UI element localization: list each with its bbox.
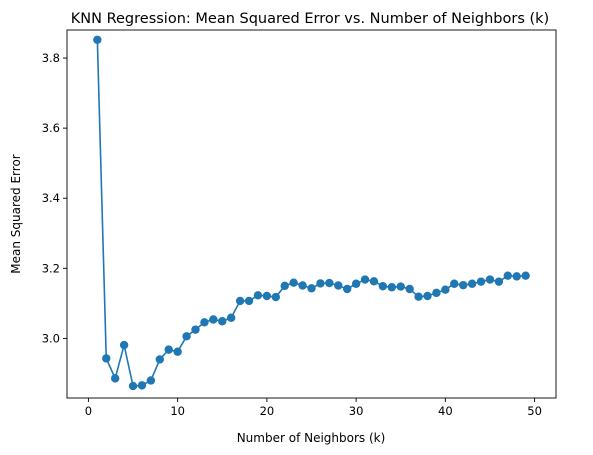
data-point-k3 [110,374,120,383]
data-point-k14 [209,315,218,324]
data-point-k37 [414,292,423,301]
data-point-k44 [476,277,486,286]
data-point-k20 [262,291,272,301]
mse-series-line [96,39,526,387]
data-point-k33 [378,281,388,291]
x-tick-label: 0 [85,404,92,418]
series-layer [93,35,530,391]
data-point-k9 [164,345,173,354]
data-point-k22 [280,281,289,291]
data-point-k40 [441,285,450,294]
data-point-k23 [289,278,298,287]
x-tick-label: 20 [260,404,275,418]
data-point-k25 [307,284,316,293]
data-point-k48 [512,272,521,281]
data-point-k12 [191,325,200,334]
data-point-k6 [137,381,147,390]
y-tick-label: 3.2 [42,261,60,275]
data-point-k24 [298,281,307,290]
data-point-k46 [494,277,504,286]
data-point-k16 [226,313,236,322]
data-point-k34 [387,283,397,292]
x-tick-label: 50 [527,404,542,418]
data-point-k5 [128,381,138,391]
y-axis: 3.0 3.2 3.4 3.6 3.8 [42,51,67,345]
data-point-k10 [173,347,182,356]
data-point-k35 [396,282,405,291]
data-point-k13 [200,318,209,327]
data-point-k47 [503,271,513,280]
data-point-k49 [521,271,530,280]
data-point-k7 [146,376,156,385]
x-axis-label: Number of Neighbors (k) [237,431,386,445]
plot-frame [66,29,557,399]
data-point-k42 [458,280,468,290]
data-point-k21 [271,292,281,302]
data-point-k26 [316,279,325,288]
data-point-k15 [218,317,227,326]
data-point-k2 [102,354,111,363]
x-tick-label: 40 [438,404,453,418]
y-tick-label: 3.0 [42,331,60,345]
x-tick-label: 30 [349,404,364,418]
data-point-k1 [93,35,102,45]
data-point-k31 [360,275,370,284]
data-point-k41 [450,279,459,288]
plot-area [66,29,557,399]
data-point-k39 [432,288,441,298]
x-axis: 0 10 20 30 40 50 [85,398,542,418]
data-point-k8 [155,355,165,364]
data-point-k17 [235,296,245,306]
y-tick-label: 3.8 [42,51,60,65]
data-point-k36 [405,284,414,294]
data-point-k45 [485,275,495,284]
data-point-k30 [351,279,361,288]
data-point-k28 [334,281,343,290]
y-tick-label: 3.6 [42,121,60,135]
x-tick-label: 10 [170,404,185,418]
chart-title: KNN Regression: Mean Squared Error vs. N… [71,11,549,27]
data-point-k38 [423,291,432,301]
y-axis-label: Mean Squared Error [9,154,23,274]
data-point-k43 [467,279,477,288]
data-point-k29 [342,284,352,294]
y-tick-label: 3.4 [42,191,60,205]
data-point-k18 [244,296,254,306]
data-point-k27 [325,278,334,288]
data-point-k19 [253,291,263,300]
data-point-k11 [182,332,191,341]
data-point-k32 [369,277,379,286]
data-point-k4 [119,340,129,350]
